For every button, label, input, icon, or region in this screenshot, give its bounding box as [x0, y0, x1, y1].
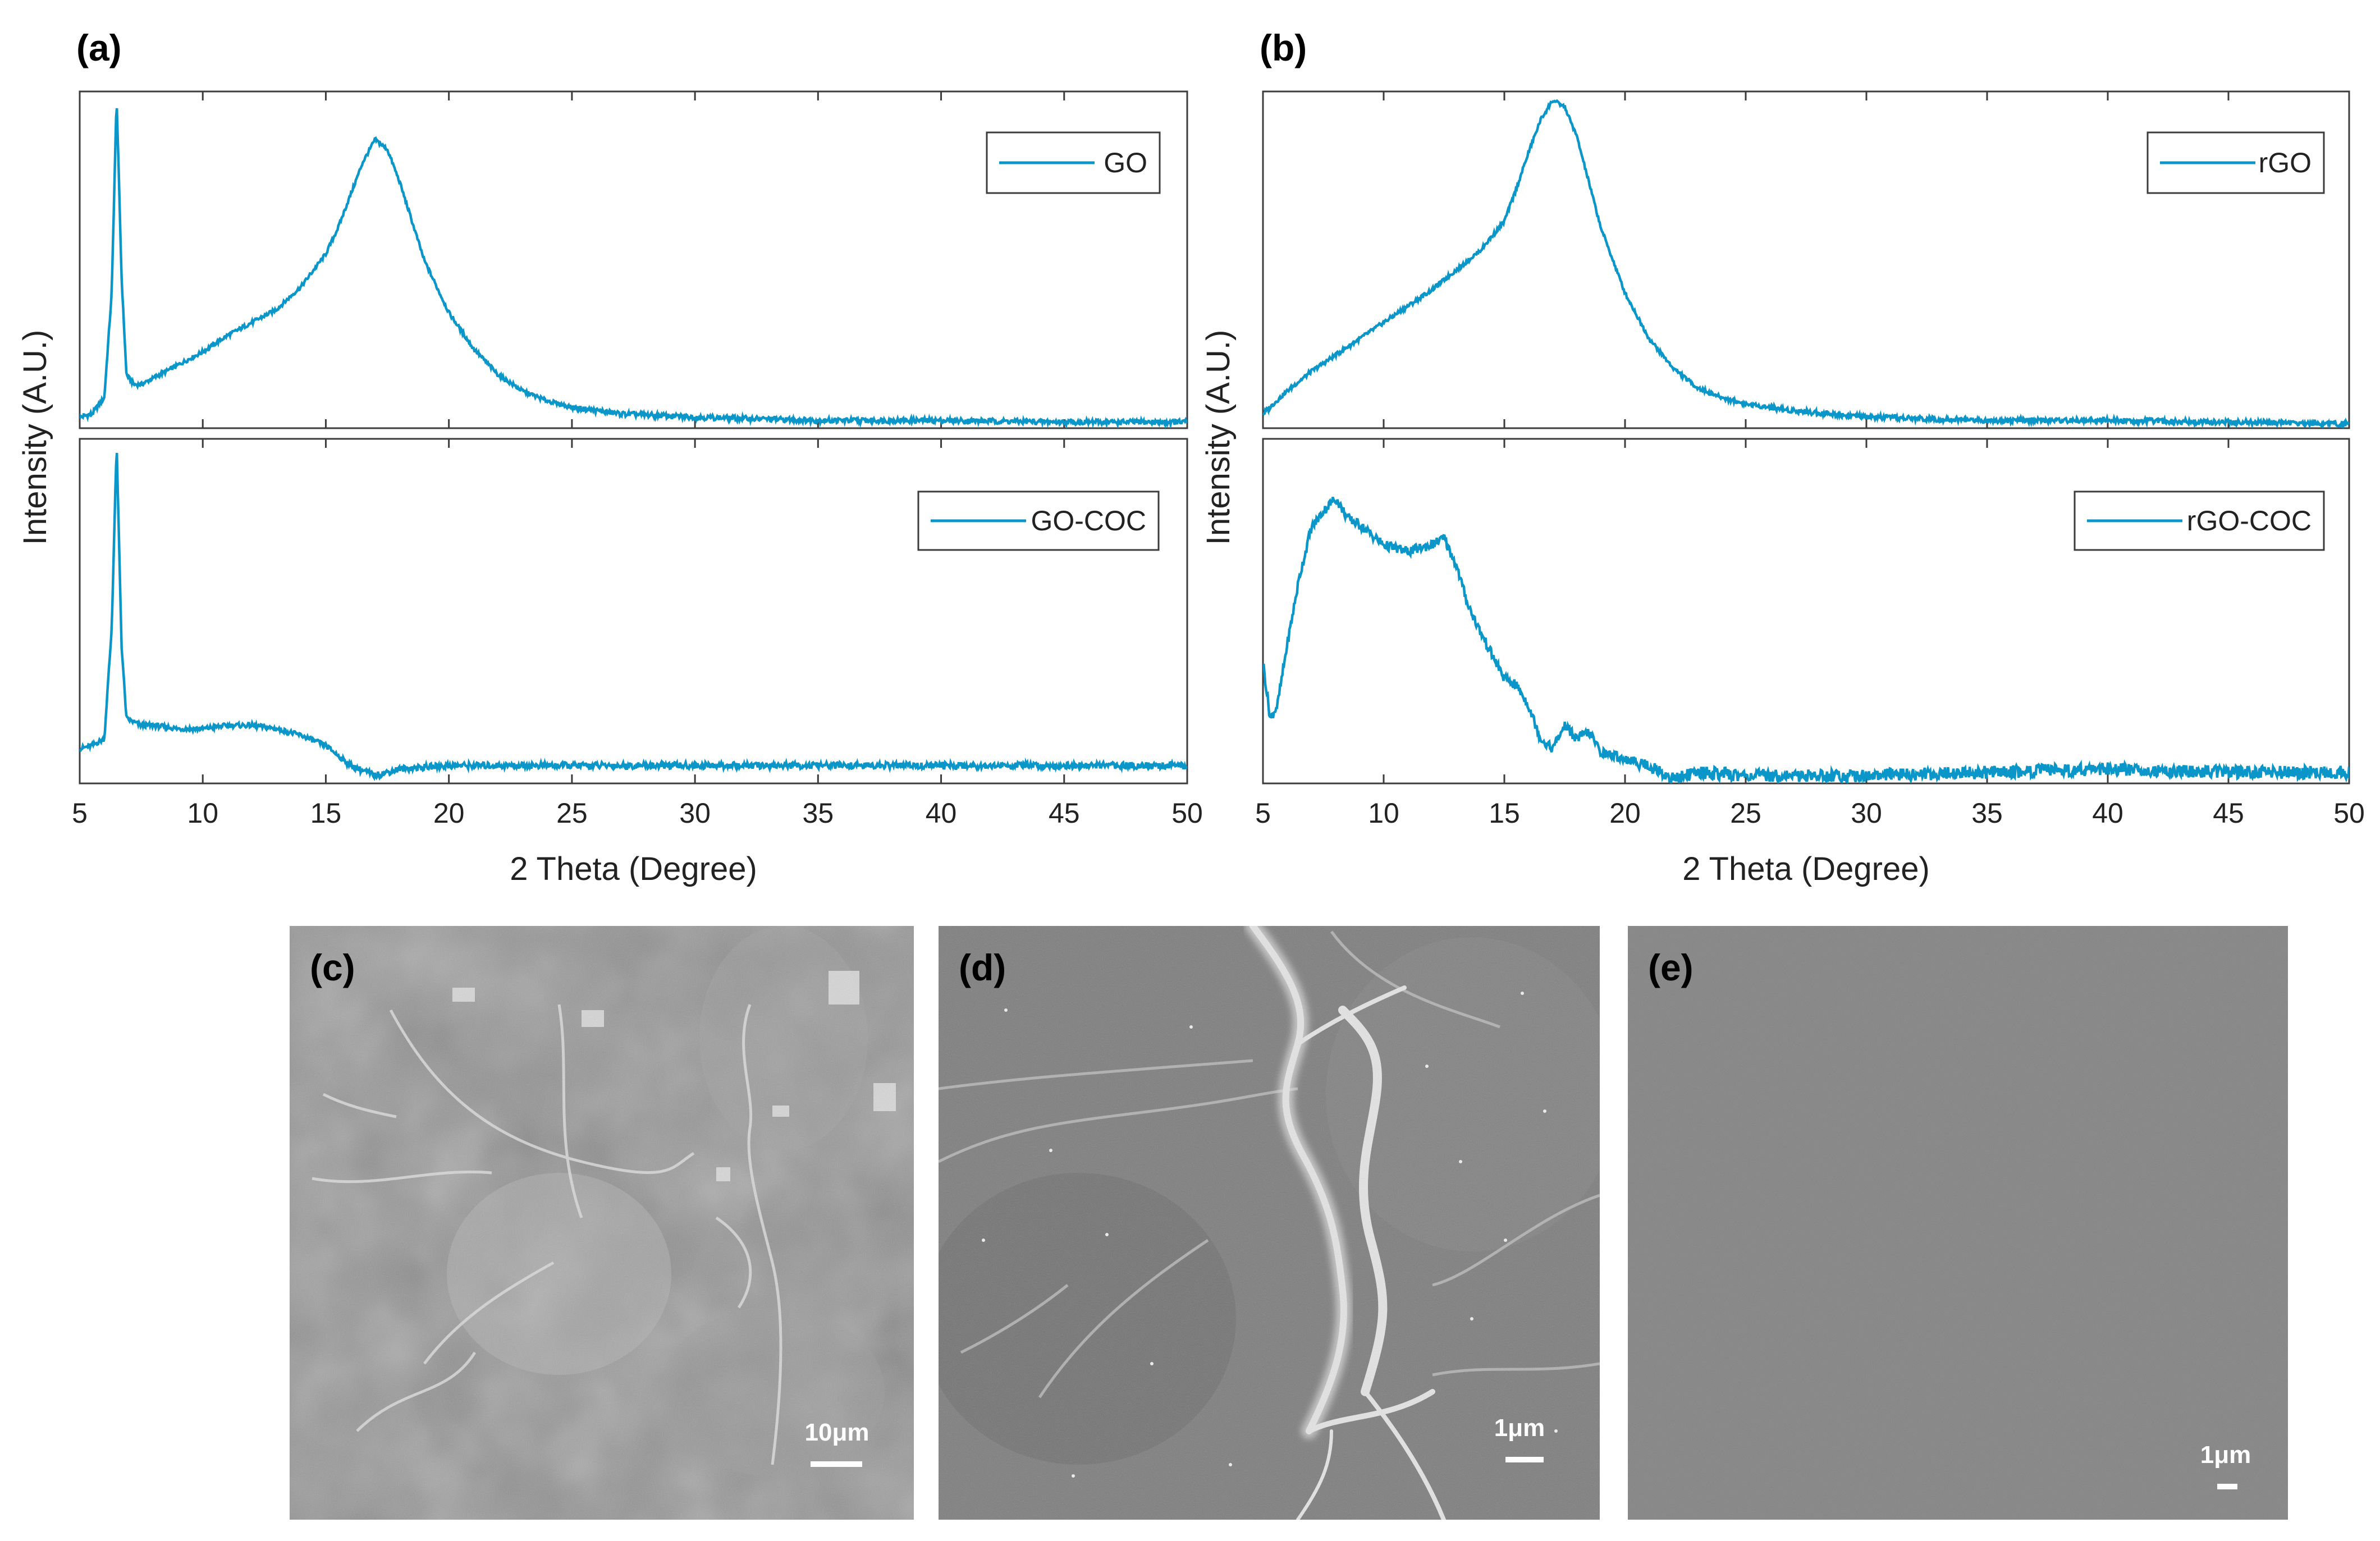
- x-tick-label: 40: [926, 797, 957, 829]
- scale-bar-label-c: 10μm: [804, 1419, 869, 1446]
- legend-label: rGO: [2259, 147, 2312, 178]
- x-axis-label: 2 Theta (Degree): [510, 851, 757, 887]
- scale-bar-label-e: 1μm: [2200, 1441, 2251, 1469]
- legend-label: GO: [1104, 147, 1147, 178]
- panel-label-c: (c): [310, 947, 355, 988]
- series-line-rGO: [1263, 99, 2349, 428]
- series-line-GO-COC: [80, 452, 1187, 782]
- x-tick-label: 50: [2333, 797, 2365, 829]
- x-tick-label: 20: [433, 797, 465, 829]
- panel-label-e: (e): [1648, 947, 1694, 988]
- scale-bar-d: [1505, 1457, 1544, 1462]
- sem-texture-e: [1628, 926, 2288, 1520]
- legend-label: rGO-COC: [2187, 505, 2312, 536]
- series-line-GO: [80, 108, 1187, 428]
- x-tick-label: 15: [310, 797, 342, 829]
- sem-image-c: (c) 10μm: [290, 926, 914, 1520]
- axes-box-a2: [79, 438, 1188, 785]
- x-tick-label: 10: [1368, 797, 1399, 829]
- x-tick-label: 35: [803, 797, 834, 829]
- x-tick-label: 15: [1489, 797, 1520, 829]
- x-axis-label: 2 Theta (Degree): [1682, 851, 1930, 887]
- x-tick-label: 30: [1851, 797, 1882, 829]
- scale-bar-e: [2217, 1484, 2237, 1489]
- scale-bar-label-d: 1μm: [1494, 1414, 1545, 1442]
- sem-image-e: (e) 1μm: [1628, 926, 2288, 1520]
- x-tick-label: 25: [556, 797, 588, 829]
- x-tick-label: 20: [1609, 797, 1641, 829]
- x-tick-label: 10: [187, 797, 218, 829]
- panel-label-b: (b): [1260, 27, 1307, 68]
- xrd-charts: (a) (b) GO GO-COC 5 10 15 20 25 30 35 40 45 50 2 The…: [17, 27, 2365, 887]
- series-line-rGO-COC: [1263, 497, 2349, 783]
- x-tick-label: 25: [1730, 797, 1761, 829]
- x-tick-label: 35: [1971, 797, 2003, 829]
- x-tick-label: 30: [679, 797, 711, 829]
- panel-label-a: (a): [76, 27, 122, 68]
- sem-image-d: (d) 1μm: [939, 926, 1600, 1520]
- sem-texture-c: [290, 926, 914, 1520]
- x-tick-label: 45: [1049, 797, 1080, 829]
- x-tick-label: 50: [1171, 797, 1203, 829]
- legend-label: GO-COC: [1031, 505, 1146, 536]
- x-tick-label: 45: [2213, 797, 2244, 829]
- chart-a: GO GO-COC 5 10 15 20 25 30 35 40 45 50 2 Theta (Degr…: [17, 90, 1203, 887]
- x-tick-label: 5: [72, 797, 88, 829]
- panel-label-d: (d): [959, 947, 1006, 988]
- sem-texture-d: [939, 926, 1600, 1520]
- axes-box-b2: [1262, 438, 2350, 785]
- chart-b: rGO rGO-COC 5 10 15 20 25 30 35 40 45 50 2 Theta (De…: [1200, 90, 2365, 887]
- x-tick-label: 5: [1255, 797, 1271, 829]
- scale-bar-c: [811, 1461, 862, 1467]
- x-tick-label: 40: [2092, 797, 2123, 829]
- y-axis-label: Intensity (A.U.): [17, 330, 53, 545]
- y-axis-label: Intensity (A.U.): [1200, 330, 1237, 545]
